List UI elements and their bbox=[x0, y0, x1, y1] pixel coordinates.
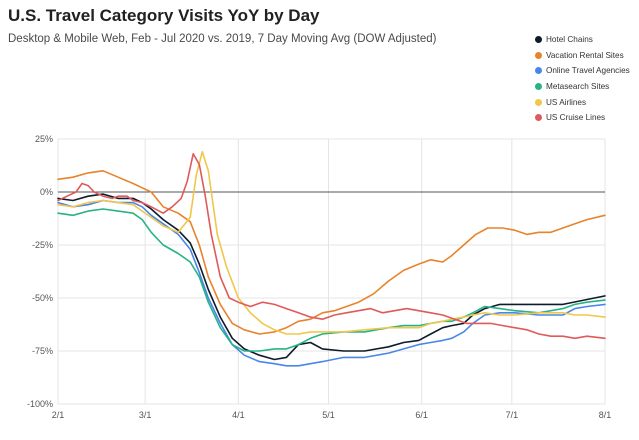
y-tick-label: -25% bbox=[32, 240, 53, 250]
legend-label: Metasearch Sites bbox=[546, 82, 610, 92]
legend-marker-icon bbox=[535, 51, 542, 59]
y-tick-label: 25% bbox=[35, 134, 53, 144]
legend-label: US Cruise Lines bbox=[546, 113, 606, 123]
y-tick-label: -50% bbox=[32, 293, 53, 303]
legend-item-hotel-chains: Hotel Chains bbox=[535, 32, 637, 48]
legend-item-metasearch-sites: Metasearch Sites bbox=[535, 79, 637, 95]
chart-title: U.S. Travel Category Visits YoY by Day bbox=[8, 6, 320, 25]
x-tick-label: 6/1 bbox=[415, 410, 428, 420]
chart-legend: Hotel Chains Vacation Rental Sites Online … bbox=[535, 32, 637, 126]
legend-item-us-airlines: US Airlines bbox=[535, 94, 637, 110]
legend-marker-icon bbox=[535, 67, 542, 75]
x-tick-label: 2/1 bbox=[52, 410, 65, 420]
series-line-us-airlines bbox=[57, 150, 606, 335]
series-line-us-cruise-lines bbox=[57, 153, 606, 340]
x-tick-label: 3/1 bbox=[139, 410, 152, 420]
x-tick-label: 5/1 bbox=[322, 410, 335, 420]
legend-label: Hotel Chains bbox=[546, 35, 593, 45]
legend-label: Vacation Rental Sites bbox=[546, 50, 624, 60]
series-line-metasearch-sites bbox=[57, 208, 606, 352]
legend-item-online-travel-agencies: Online Travel Agencies bbox=[535, 63, 637, 79]
legend-label: US Airlines bbox=[546, 97, 587, 107]
y-tick-label: -75% bbox=[32, 346, 53, 356]
legend-item-us-cruise-lines: US Cruise Lines bbox=[535, 110, 637, 126]
legend-marker-icon bbox=[535, 83, 542, 91]
legend-label: Online Travel Agencies bbox=[546, 66, 630, 76]
legend-marker-icon bbox=[535, 36, 542, 44]
legend-item-vacation-rental-sites: Vacation Rental Sites bbox=[535, 48, 637, 64]
x-tick-label: 8/1 bbox=[599, 410, 612, 420]
y-tick-label: -100% bbox=[27, 399, 53, 409]
y-tick-label: 0% bbox=[40, 187, 53, 197]
legend-marker-icon bbox=[535, 114, 542, 122]
x-tick-label: 7/1 bbox=[506, 410, 519, 420]
series-line-online-travel-agencies bbox=[57, 199, 606, 367]
legend-marker-icon bbox=[535, 98, 542, 106]
x-tick-label: 4/1 bbox=[232, 410, 245, 420]
chart-subtitle: Desktop & Mobile Web, Feb - Jul 2020 vs.… bbox=[8, 33, 437, 45]
series-line-vacation-rental-sites bbox=[57, 170, 606, 335]
